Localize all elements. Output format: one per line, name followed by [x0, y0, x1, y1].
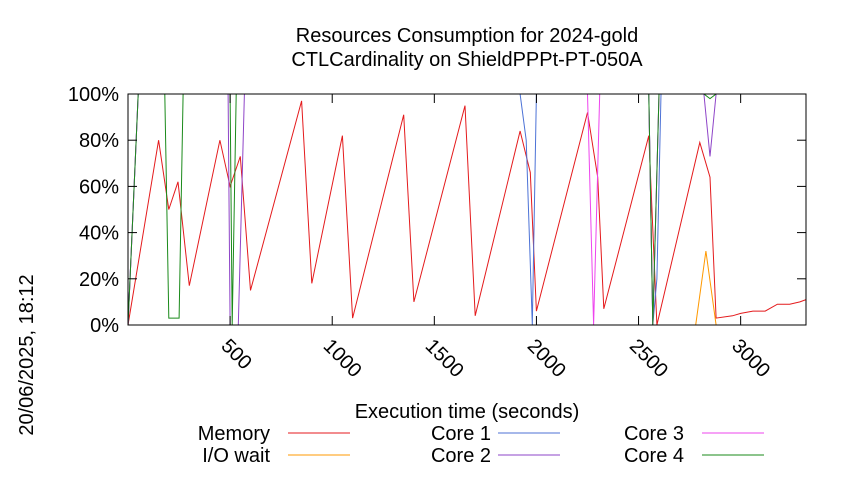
legend-label: Core 3	[624, 423, 684, 445]
y-tick-label: 60%	[79, 176, 119, 198]
y-tick-label: 80%	[79, 130, 119, 152]
legend-label: I/O wait	[202, 445, 270, 467]
legend-label: Core 4	[624, 445, 684, 467]
y-tick-label: 100%	[68, 84, 119, 106]
plot-border	[127, 93, 807, 326]
x-tick-label: 2500	[625, 335, 672, 382]
plot-area: 0% 20% 40% 60% 80% 100% 500 1000 1500 2000 2500 300…	[68, 84, 807, 382]
chart-title-line-1: Resources Consumption for 2024-gold	[296, 25, 638, 47]
legend-label: Core 1	[431, 423, 491, 445]
y-tick-label: 0%	[90, 315, 119, 337]
chart-title-line-2: CTLCardinality on ShieldPPPt-PT-050A	[291, 49, 643, 71]
y-tick-label: 20%	[79, 269, 119, 291]
x-tick-label: 3000	[727, 335, 774, 382]
y-tick-label: 40%	[79, 223, 119, 245]
timestamp-label: 20/06/2025, 18:12	[16, 274, 38, 435]
x-tick-label: 500	[217, 335, 256, 374]
legend-label: Memory	[198, 423, 270, 445]
x-tick-label: 1500	[421, 335, 468, 382]
series-line-i-o-wait	[695, 251, 717, 326]
x-tick-label: 1000	[319, 335, 366, 382]
x-tick-label: 2000	[523, 335, 570, 382]
series-line-core-2	[127, 93, 806, 326]
legend-label: Core 2	[431, 445, 491, 467]
x-axis-label: Execution time (seconds)	[355, 401, 580, 423]
series-line-core-4	[127, 93, 806, 326]
